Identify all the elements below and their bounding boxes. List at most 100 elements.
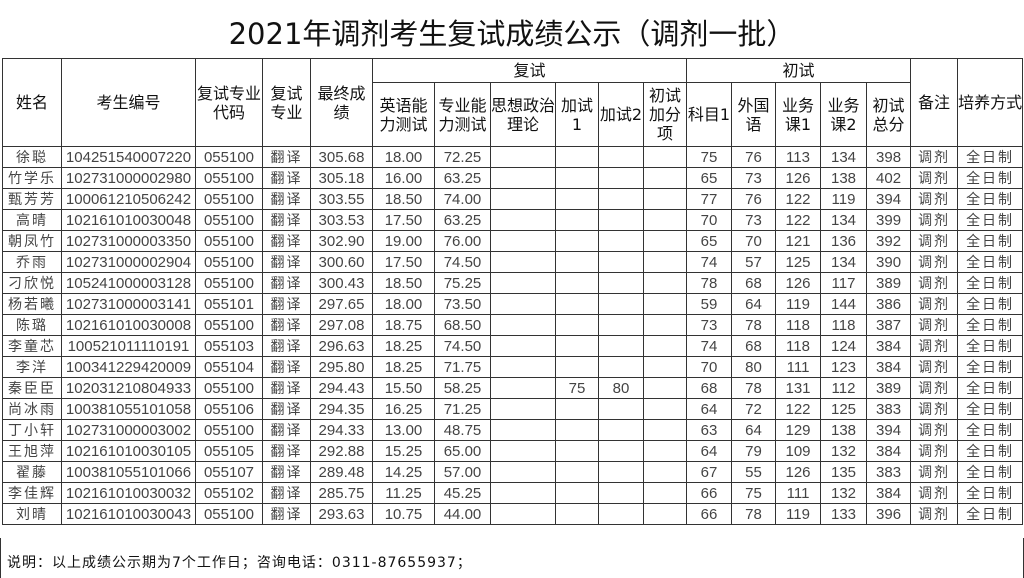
cell-final: 297.65 xyxy=(310,293,373,315)
cell-major-code: 055100 xyxy=(195,377,263,399)
cell-extra1 xyxy=(555,461,599,483)
cell-name: 翟藤 xyxy=(2,461,62,483)
cell-remark: 调剂 xyxy=(910,146,959,168)
cell-prelim-bonus xyxy=(642,293,688,315)
cell-prelim-total: 389 xyxy=(866,272,912,294)
cell-major-code: 055100 xyxy=(195,188,263,210)
cell-extra2 xyxy=(598,335,644,357)
cell-major: 翻译 xyxy=(262,419,311,441)
cell-prelim-bonus xyxy=(642,440,688,462)
cell-prelim-total: 384 xyxy=(866,335,912,357)
cell-mode: 全日制 xyxy=(957,377,1024,399)
table-row: 尚冰雨 100381055101058 055106 翻译 294.35 16.25 71.… xyxy=(2,398,1024,420)
cell-major: 翻译 xyxy=(262,188,311,210)
cell-mode: 全日制 xyxy=(957,314,1024,336)
cell-course1: 109 xyxy=(775,440,822,462)
cell-name: 高晴 xyxy=(2,209,62,231)
cell-major: 翻译 xyxy=(262,251,311,273)
cell-course2: 124 xyxy=(820,335,868,357)
cell-id: 102161010030048 xyxy=(61,209,196,231)
cell-major: 翻译 xyxy=(262,209,311,231)
cell-final: 302.90 xyxy=(310,230,373,252)
cell-politics xyxy=(490,461,556,483)
cell-prelim-total: 387 xyxy=(866,314,912,336)
cell-extra2 xyxy=(598,461,644,483)
cell-id: 100381055101058 xyxy=(61,398,196,420)
cell-professional: 74.50 xyxy=(434,251,491,273)
cell-id: 102161010030105 xyxy=(61,440,196,462)
cell-remark: 调剂 xyxy=(910,440,959,462)
cell-extra1 xyxy=(555,314,599,336)
cell-subject1: 78 xyxy=(686,272,733,294)
cell-english: 18.50 xyxy=(372,188,435,210)
cell-course2: 117 xyxy=(820,272,868,294)
cell-mode: 全日制 xyxy=(957,146,1024,168)
table-row: 李洋 100341229420009 055104 翻译 295.80 18.25 71.7… xyxy=(2,356,1024,378)
cell-final: 293.63 xyxy=(310,503,373,525)
table-row: 秦臣臣 102031210804933 055100 翻译 294.43 15.50 58.… xyxy=(2,377,1024,399)
cell-professional: 71.25 xyxy=(434,398,491,420)
header-name: 姓名 xyxy=(2,58,62,147)
header-prelim-bonus: 初试加分项 xyxy=(642,82,688,147)
cell-politics xyxy=(490,482,556,504)
cell-remark: 调剂 xyxy=(910,398,959,420)
cell-english: 18.75 xyxy=(372,314,435,336)
cell-extra2 xyxy=(598,167,644,189)
cell-id: 102731000002904 xyxy=(61,251,196,273)
cell-extra2 xyxy=(598,314,644,336)
table-row: 乔雨 102731000002904 055100 翻译 300.60 17.50 74.5… xyxy=(2,251,1024,273)
cell-id: 102731000003141 xyxy=(61,293,196,315)
cell-course1: 113 xyxy=(775,146,822,168)
cell-foreign: 55 xyxy=(731,461,777,483)
cell-subject1: 66 xyxy=(686,503,733,525)
cell-prelim-total: 384 xyxy=(866,356,912,378)
header-english: 英语能力测试 xyxy=(372,82,435,147)
cell-foreign: 73 xyxy=(731,209,777,231)
cell-subject1: 74 xyxy=(686,335,733,357)
cell-id: 100381055101066 xyxy=(61,461,196,483)
cell-politics xyxy=(490,146,556,168)
cell-major-code: 055100 xyxy=(195,251,263,273)
cell-extra2 xyxy=(598,482,644,504)
header-subject1: 科目1 xyxy=(686,82,733,147)
score-table: 姓名 考生编号 复试专业代码 复试专业 最终成绩 复试 初试 备注 培养方式 英… xyxy=(2,58,1024,525)
cell-major: 翻译 xyxy=(262,167,311,189)
cell-english: 15.50 xyxy=(372,377,435,399)
cell-major: 翻译 xyxy=(262,482,311,504)
cell-english: 18.50 xyxy=(372,272,435,294)
cell-foreign: 68 xyxy=(731,272,777,294)
cell-name: 李佳辉 xyxy=(2,482,62,504)
cell-professional: 75.25 xyxy=(434,272,491,294)
cell-major: 翻译 xyxy=(262,272,311,294)
cell-course2: 134 xyxy=(820,209,868,231)
cell-major: 翻译 xyxy=(262,314,311,336)
cell-major-code: 055100 xyxy=(195,167,263,189)
cell-remark: 调剂 xyxy=(910,461,959,483)
header-final: 最终成绩 xyxy=(310,58,373,147)
cell-extra1 xyxy=(555,293,599,315)
cell-extra2 xyxy=(598,293,644,315)
cell-mode: 全日制 xyxy=(957,230,1024,252)
cell-final: 305.68 xyxy=(310,146,373,168)
cell-final: 297.08 xyxy=(310,314,373,336)
cell-final: 289.48 xyxy=(310,461,373,483)
cell-subject1: 68 xyxy=(686,377,733,399)
cell-course2: 138 xyxy=(820,167,868,189)
header-prelim-total: 初试总分 xyxy=(866,82,912,147)
cell-extra1: 75 xyxy=(555,377,599,399)
cell-prelim-total: 399 xyxy=(866,209,912,231)
cell-final: 295.80 xyxy=(310,356,373,378)
cell-name: 朝凤竹 xyxy=(2,230,62,252)
cell-major-code: 055101 xyxy=(195,293,263,315)
cell-remark: 调剂 xyxy=(910,209,959,231)
cell-final: 305.18 xyxy=(310,167,373,189)
cell-prelim-total: 394 xyxy=(866,188,912,210)
cell-extra1 xyxy=(555,335,599,357)
table-row: 杨若曦 102731000003141 055101 翻译 297.65 18.00 73.… xyxy=(2,293,1024,315)
cell-name: 李洋 xyxy=(2,356,62,378)
cell-remark: 调剂 xyxy=(910,356,959,378)
cell-course1: 118 xyxy=(775,314,822,336)
cell-subject1: 70 xyxy=(686,356,733,378)
cell-id: 105241000003128 xyxy=(61,272,196,294)
cell-extra2 xyxy=(598,419,644,441)
